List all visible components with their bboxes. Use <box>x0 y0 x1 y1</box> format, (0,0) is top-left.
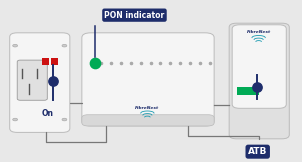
Point <box>128 62 133 65</box>
Point <box>109 62 114 65</box>
Point <box>207 62 212 65</box>
FancyBboxPatch shape <box>232 25 286 108</box>
Point <box>138 62 143 65</box>
Text: On: On <box>41 109 53 118</box>
Circle shape <box>13 118 18 121</box>
Point <box>168 62 173 65</box>
Circle shape <box>62 118 67 121</box>
Text: FibreNest: FibreNest <box>135 105 159 110</box>
Point <box>99 62 104 65</box>
Text: FibreNest: FibreNest <box>246 30 271 34</box>
Circle shape <box>62 44 67 47</box>
Point <box>93 62 98 65</box>
FancyBboxPatch shape <box>82 115 214 126</box>
Point <box>255 86 259 89</box>
Point <box>188 62 192 65</box>
Point <box>148 62 153 65</box>
FancyBboxPatch shape <box>229 23 289 139</box>
Text: ATB: ATB <box>248 147 267 156</box>
Bar <box>51 58 57 65</box>
Bar <box>237 87 259 95</box>
Bar <box>42 58 49 65</box>
Point <box>158 62 163 65</box>
Circle shape <box>13 44 18 47</box>
Point <box>119 62 124 65</box>
FancyBboxPatch shape <box>17 60 47 100</box>
FancyBboxPatch shape <box>82 33 214 126</box>
Point <box>198 62 202 65</box>
Point <box>178 62 182 65</box>
Point <box>51 80 56 82</box>
FancyBboxPatch shape <box>10 33 70 132</box>
Text: PON indicator: PON indicator <box>104 11 165 20</box>
